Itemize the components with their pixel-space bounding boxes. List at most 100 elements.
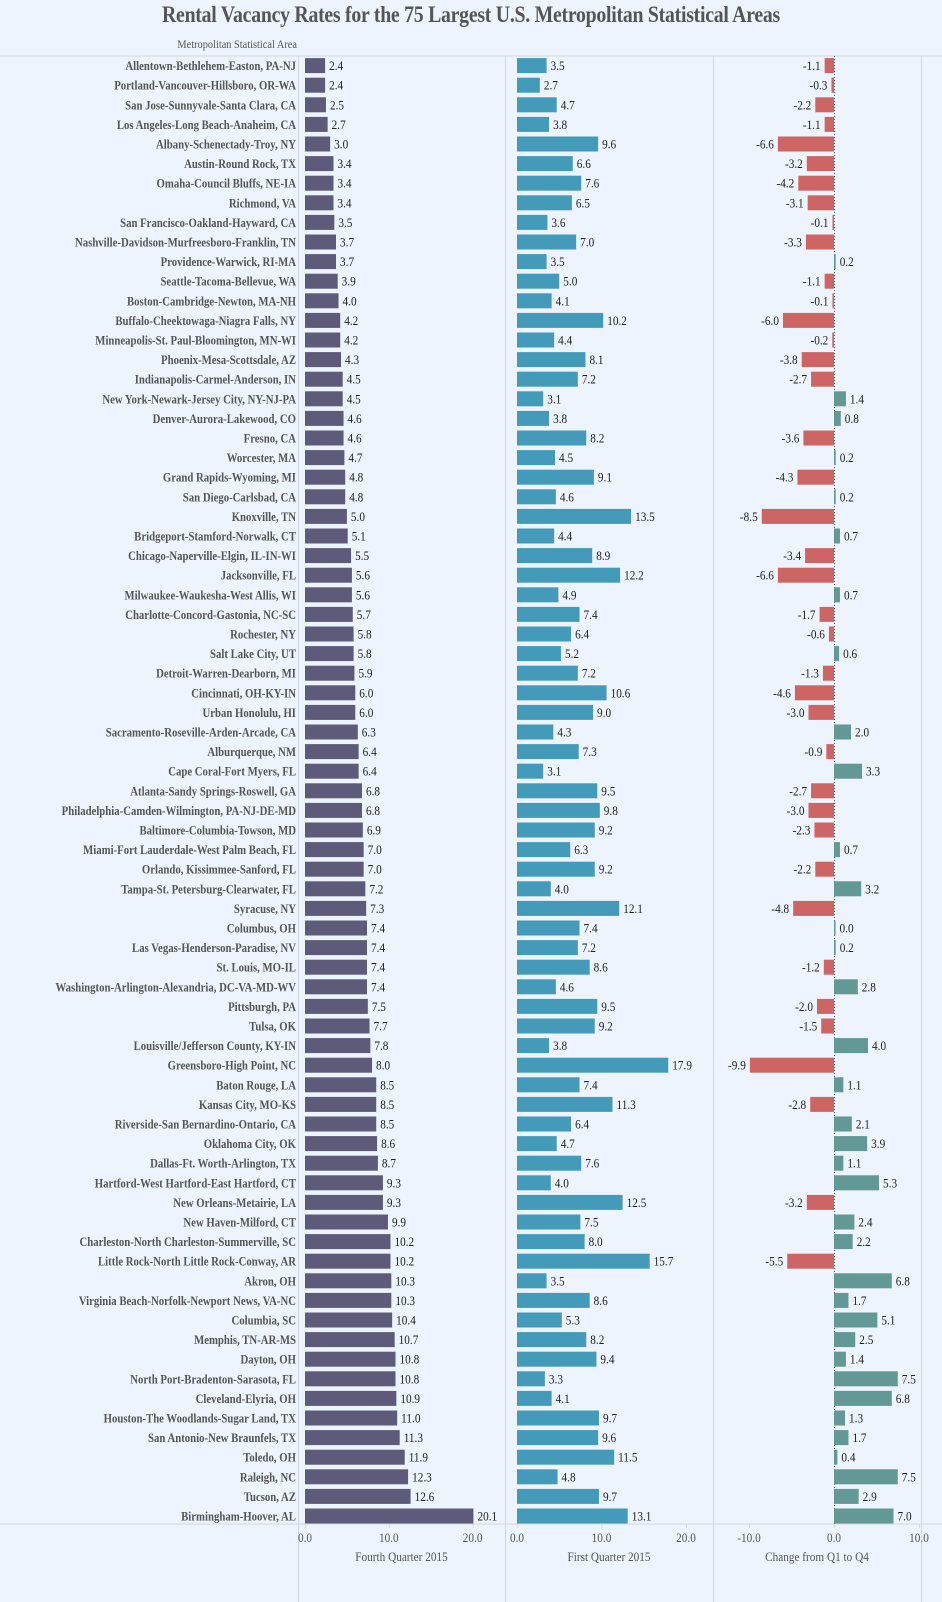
bar-change bbox=[834, 1136, 868, 1152]
bar-change bbox=[817, 998, 834, 1014]
value-label-change: -6.6 bbox=[756, 138, 774, 152]
value-label-change: -3.6 bbox=[782, 432, 800, 446]
value-label-change: 6.8 bbox=[896, 1392, 910, 1406]
row-label: Riverside-San Bernardino-Ontario, CA bbox=[115, 1118, 296, 1132]
bar-change bbox=[834, 1332, 856, 1348]
bar-q4 bbox=[305, 1371, 396, 1387]
bar-q4 bbox=[305, 116, 328, 132]
row-label: Dayton, OH bbox=[240, 1353, 296, 1367]
row-label: Austin-Round Rock, TX bbox=[184, 157, 296, 171]
value-label-q4: 12.6 bbox=[415, 1490, 435, 1504]
bar-q4 bbox=[305, 77, 326, 93]
bar-q1 bbox=[517, 940, 578, 956]
bar-q4 bbox=[305, 1214, 388, 1230]
bar-change bbox=[798, 175, 834, 191]
value-label-q1: 3.6 bbox=[551, 216, 565, 230]
bar-q1 bbox=[517, 1214, 581, 1230]
chart-title: Rental Vacancy Rates for the 75 Largest … bbox=[162, 2, 780, 27]
bar-q1 bbox=[517, 312, 604, 328]
bar-q4 bbox=[305, 195, 334, 211]
row-label: New Orleans-Metairie, LA bbox=[173, 1196, 296, 1210]
value-label-q1: 8.9 bbox=[596, 549, 610, 563]
value-label-q4: 4.8 bbox=[349, 471, 363, 485]
value-label-q4: 10.7 bbox=[399, 1333, 419, 1347]
value-label-change: 7.5 bbox=[902, 1470, 916, 1484]
value-label-change: 2.0 bbox=[855, 726, 869, 740]
row-label: St. Louis, MO-IL bbox=[217, 961, 296, 975]
value-label-change: -2.7 bbox=[789, 784, 807, 798]
row-label: Urban Honolulu, HI bbox=[203, 706, 297, 720]
value-label-q4: 7.2 bbox=[369, 882, 383, 896]
value-label-q1: 5.2 bbox=[565, 647, 579, 661]
row-label: Buffalo-Cheektowaga-Niagra Falls, NY bbox=[115, 314, 296, 328]
bar-q4 bbox=[305, 273, 338, 289]
value-label-q1: 7.2 bbox=[582, 667, 596, 681]
value-label-q4: 4.3 bbox=[345, 353, 359, 367]
bar-q4 bbox=[305, 822, 363, 838]
row-label: Phoenix-Mesa-Scottsdale, AZ bbox=[161, 353, 296, 367]
bar-change bbox=[777, 136, 834, 152]
row-label: New Haven-Milford, CT bbox=[183, 1216, 296, 1230]
value-label-change: -1.3 bbox=[801, 667, 819, 681]
row-label: Raleigh, NC bbox=[240, 1470, 296, 1484]
row-label: San Diego-Carlsbad, CA bbox=[183, 490, 296, 504]
row-label: Little Rock-North Little Rock-Conway, AR bbox=[98, 1255, 297, 1269]
tick-label: 10.0 bbox=[379, 1531, 399, 1545]
bar-change bbox=[834, 450, 836, 466]
bar-q1 bbox=[517, 528, 555, 544]
value-labels: 2.4 3.5 -1.1 2.4 2.7 -0.3 2.5 4.7 -2.2 2.7 3.8 -1.1… bbox=[329, 59, 916, 1523]
value-label-q1: 3.1 bbox=[547, 765, 561, 779]
value-label-q1: 9.8 bbox=[604, 804, 618, 818]
row-label: Atlanta-Sandy Springs-Roswell, GA bbox=[130, 784, 296, 798]
value-label-change: 6.8 bbox=[896, 1274, 910, 1288]
value-label-q4: 3.9 bbox=[342, 275, 356, 289]
bar-change bbox=[834, 1292, 849, 1308]
value-label-q4: 3.4 bbox=[337, 177, 352, 191]
bar-q4 bbox=[305, 136, 331, 152]
bar-change bbox=[822, 665, 834, 681]
row-label: Oklahoma City, OK bbox=[204, 1137, 297, 1151]
bar-q4 bbox=[305, 842, 364, 858]
bar-q1 bbox=[517, 371, 578, 387]
value-label-q4: 9.3 bbox=[387, 1196, 401, 1210]
tick-label: 10.0 bbox=[592, 1531, 612, 1545]
row-label: Philadelphia-Camden-Wilmington, PA-NJ-DE… bbox=[62, 804, 296, 818]
value-label-q4: 20.1 bbox=[477, 1510, 497, 1524]
bar-change bbox=[834, 1390, 892, 1406]
bar-q1 bbox=[517, 1234, 585, 1250]
value-label-change: -4.8 bbox=[771, 902, 789, 916]
value-label-change: -4.3 bbox=[776, 471, 794, 485]
bar-change bbox=[832, 293, 834, 309]
value-label-q1: 4.4 bbox=[558, 530, 573, 544]
bar-change bbox=[808, 802, 834, 818]
value-label-q1: 3.1 bbox=[547, 392, 561, 406]
bar-change bbox=[834, 1371, 898, 1387]
bar-change bbox=[834, 1488, 859, 1504]
row-label: Worcester, MA bbox=[227, 451, 296, 465]
bar-change bbox=[834, 1116, 852, 1132]
bar-change bbox=[834, 842, 840, 858]
value-label-q4: 6.4 bbox=[363, 745, 378, 759]
bar-change bbox=[834, 1469, 898, 1485]
bar-change bbox=[801, 352, 834, 368]
value-label-q1: 12.1 bbox=[623, 902, 643, 916]
bar-q4 bbox=[305, 940, 368, 956]
value-label-change: 2.2 bbox=[857, 1235, 871, 1249]
bar-q1 bbox=[517, 822, 595, 838]
row-label: Tulsa, OK bbox=[249, 1020, 296, 1034]
value-label-q1: 4.0 bbox=[555, 1176, 569, 1190]
bar-q4 bbox=[305, 1332, 395, 1348]
value-label-q4: 11.0 bbox=[401, 1412, 420, 1426]
bar-change bbox=[810, 1096, 834, 1112]
bar-q1 bbox=[517, 156, 573, 172]
bar-change bbox=[834, 587, 840, 603]
value-label-q4: 5.1 bbox=[352, 530, 366, 544]
value-label-change: 4.0 bbox=[872, 1039, 886, 1053]
bar-q1 bbox=[517, 1430, 599, 1446]
value-label-change: -3.4 bbox=[783, 549, 801, 563]
bar-q4 bbox=[305, 1351, 396, 1367]
row-label: Cleveland-Elyria, OH bbox=[196, 1392, 297, 1406]
bar-change bbox=[834, 1273, 892, 1289]
bar-change bbox=[805, 234, 834, 250]
value-label-q1: 5.0 bbox=[563, 275, 577, 289]
